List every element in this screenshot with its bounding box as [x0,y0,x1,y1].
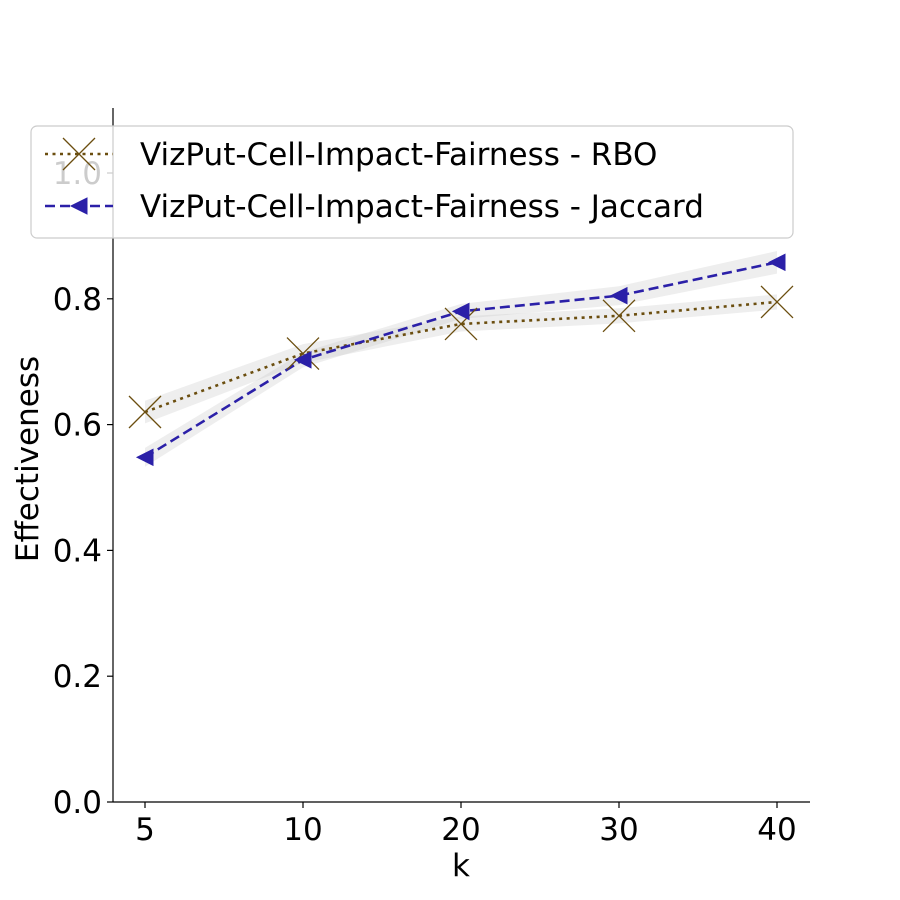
y-tick-label: 0.4 [53,533,102,569]
data-point-s1-0 [135,448,154,467]
x-tick-label: 20 [441,812,480,848]
y-axis-label: Effectiveness [10,356,46,562]
legend-label-1: VizPut-Cell-Impact-Fairness - Jaccard [140,189,704,225]
y-ticks: 0.00.20.40.60.81.0 [53,156,113,821]
legend: VizPut-Cell-Impact-Fairness - RBO VizPut-… [30,125,794,239]
data-point-s0-2 [444,307,478,341]
data-point-s0-0 [128,395,162,429]
x-tick-label: 5 [135,812,155,848]
data-point-s1-3 [609,286,628,305]
x-tick-label: 30 [599,812,638,848]
x-tick-label: 10 [283,812,322,848]
y-tick-label: 0.6 [53,408,102,444]
confidence-bands [145,250,777,467]
data-point-s1-1 [293,351,312,369]
y-tick-label: 0.0 [53,785,102,821]
legend-marker-1 [69,197,88,215]
legend-marker-0 [62,137,96,171]
legend-label-0: VizPut-Cell-Impact-Fairness - RBO [140,137,657,173]
data-point-s1-2 [451,302,470,321]
data-point-s1-4 [767,253,786,272]
series-line-0 [144,300,778,414]
x-tick-label: 40 [757,812,796,848]
data-point-s0-1 [286,337,320,370]
series-markers [128,253,794,467]
data-point-s0-3 [602,299,636,333]
x-ticks: 5 10 20 30 40 [135,802,797,848]
data-point-s0-4 [760,285,794,319]
series-band-0 [145,294,777,424]
y-tick-label: 0.8 [53,282,102,318]
series-band-1 [145,250,777,467]
x-axis-label: k [452,848,470,884]
y-tick-label: 0.2 [53,659,102,695]
legend-box [30,125,794,239]
